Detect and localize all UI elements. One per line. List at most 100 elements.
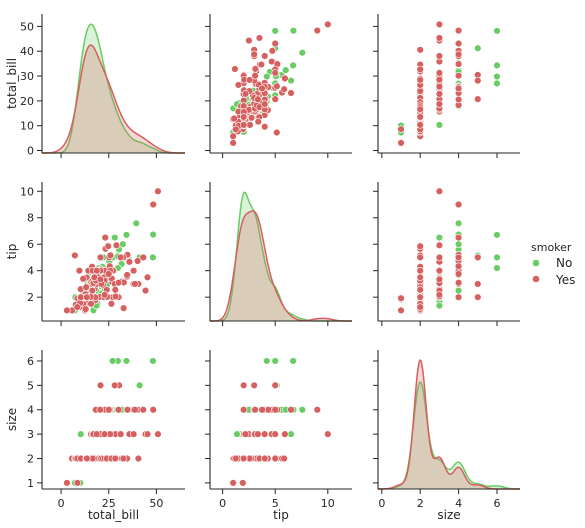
- x-tick-label: 0: [378, 497, 385, 510]
- point-yes-117: [435, 52, 444, 60]
- point-yes-139: [239, 113, 248, 121]
- point-yes-98: [454, 26, 463, 35]
- point-no-183: [493, 61, 501, 70]
- point-yes-130: [63, 479, 71, 487]
- legend: smoker No Yes: [531, 241, 575, 287]
- point-yes-102: [454, 72, 463, 80]
- point-yes-86: [101, 233, 109, 242]
- point-yes-102: [251, 72, 259, 80]
- point-yes-111: [435, 75, 444, 84]
- y-tick-label: 0: [27, 145, 34, 158]
- x-tick-label: 0: [58, 497, 65, 510]
- point-yes-137: [139, 406, 147, 414]
- point-yes-133: [116, 430, 125, 438]
- point-yes-140: [241, 430, 250, 438]
- point-yes-54: [397, 294, 405, 302]
- point-yes-54: [73, 479, 82, 487]
- point-no-183: [289, 61, 297, 70]
- panel-size-vs-tip: 0 5 10 tip: [205, 350, 352, 522]
- y-tick-label: 10: [20, 120, 34, 133]
- point-no-69: [493, 27, 501, 35]
- point-yes-93: [131, 280, 139, 288]
- point-yes-105: [454, 95, 463, 104]
- point-no-214: [454, 286, 463, 295]
- point-yes-93: [250, 50, 258, 59]
- point-yes-75: [71, 251, 79, 260]
- point-yes-124: [232, 125, 240, 134]
- point-yes-89: [239, 381, 248, 390]
- point-yes-129: [416, 253, 424, 262]
- point-yes-86: [287, 89, 295, 97]
- point-yes-138: [93, 267, 101, 275]
- point-yes-88: [474, 253, 482, 262]
- point-yes-45: [268, 47, 277, 55]
- point-yes-88: [474, 95, 482, 103]
- x-axis-title-tip: tip: [273, 508, 289, 522]
- point-yes-93: [131, 406, 139, 414]
- panel-tip-vs-total_bill: 2 4 6 8 10 tip: [5, 182, 185, 326]
- point-yes-109: [416, 242, 424, 250]
- y-tick-label: 8: [27, 212, 34, 225]
- y-tick-label: 2: [27, 453, 34, 466]
- point-yes-130: [397, 139, 405, 147]
- point-yes-132: [454, 270, 463, 278]
- point-yes-130: [397, 306, 405, 315]
- legend-title: smoker: [531, 241, 572, 254]
- y-tick-label: 6: [27, 355, 34, 368]
- point-yes-136: [416, 105, 424, 114]
- point-no-185: [271, 357, 279, 365]
- point-yes-136: [416, 267, 424, 275]
- point-yes-102: [114, 279, 123, 287]
- point-yes-131: [435, 275, 444, 283]
- point-yes-83: [123, 271, 131, 279]
- point-yes-98: [454, 200, 463, 209]
- point-yes-107: [230, 114, 238, 123]
- point-yes-124: [73, 303, 81, 311]
- point-yes-66: [231, 65, 239, 73]
- point-no-23: [454, 219, 463, 228]
- panel-total_bill-vs-tip: [205, 14, 352, 158]
- x-tick-label: 50: [149, 497, 163, 510]
- point-yes-98: [313, 406, 321, 414]
- point-yes-117: [129, 430, 138, 438]
- point-yes-73: [154, 187, 162, 195]
- point-yes-54: [239, 479, 247, 487]
- point-yes-137: [271, 406, 279, 414]
- point-yes-138: [261, 430, 269, 438]
- point-yes-59: [454, 293, 463, 301]
- point-no-47: [119, 240, 127, 248]
- point-no-23: [298, 48, 307, 57]
- point-no-69: [149, 253, 157, 262]
- point-yes-127: [82, 283, 90, 291]
- point-yes-61: [254, 117, 262, 126]
- y-tick-label: 20: [20, 95, 34, 108]
- kde-line-no: [42, 23, 185, 154]
- point-yes-87: [134, 454, 143, 463]
- point-yes-138: [435, 267, 444, 275]
- point-yes-133: [271, 430, 279, 438]
- y-tick-label: 1: [27, 477, 34, 490]
- point-yes-68: [281, 74, 289, 83]
- point-yes-75: [273, 128, 281, 137]
- point-yes-105: [96, 406, 104, 414]
- point-yes-88: [271, 381, 279, 390]
- point-yes-86: [287, 406, 295, 414]
- point-yes-87: [416, 46, 424, 54]
- point-yes-139: [83, 454, 91, 463]
- point-yes-122: [234, 81, 243, 89]
- point-yes-83: [257, 60, 266, 69]
- point-yes-130: [229, 479, 237, 487]
- point-yes-137: [454, 253, 463, 262]
- point-yes-93: [454, 50, 463, 59]
- point-no-185: [108, 357, 117, 365]
- point-yes-68: [112, 241, 121, 249]
- kde-line-yes: [209, 210, 352, 322]
- point-yes-127: [247, 114, 256, 122]
- point-no-108: [111, 233, 119, 242]
- point-no-185: [493, 79, 501, 88]
- point-yes-98: [313, 26, 321, 35]
- point-yes-73: [324, 20, 332, 29]
- point-yes-45: [133, 257, 142, 265]
- point-yes-119: [435, 82, 444, 91]
